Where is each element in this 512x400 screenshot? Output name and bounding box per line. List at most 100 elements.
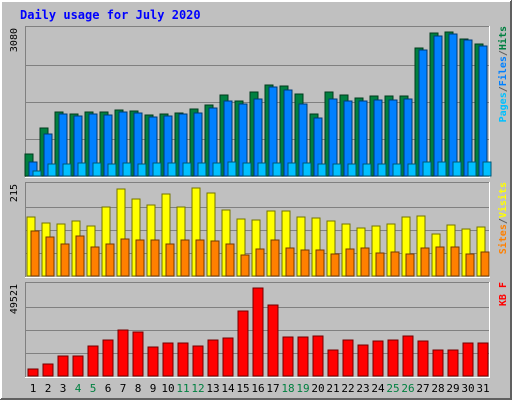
chart-title: Daily usage for July 2020 — [20, 8, 201, 22]
y-max-label: 49521 — [9, 284, 20, 314]
bar-sites-day-29 — [450, 246, 460, 277]
x-tick-label: 28 — [431, 382, 444, 395]
series-legend: Sites/Visits — [497, 182, 509, 254]
x-tick-label: 13 — [206, 382, 219, 395]
bar-kb-f-day-30 — [462, 342, 474, 377]
bar-sites-day-15 — [240, 254, 250, 277]
bar-files-day-27 — [418, 49, 428, 177]
x-tick-label: 19 — [296, 382, 309, 395]
x-tick-label: 10 — [161, 382, 174, 395]
bar-kb-f-day-13 — [207, 339, 219, 377]
series-sites — [30, 230, 490, 277]
bar-sites-day-9 — [150, 239, 160, 277]
x-tick-label: 7 — [120, 382, 127, 395]
bar-kb-f-day-28 — [432, 349, 444, 377]
bar-pages-day-29 — [452, 161, 462, 177]
x-tick-label: 26 — [401, 382, 414, 395]
x-tick-label: 16 — [251, 382, 264, 395]
x-tick-label: 25 — [386, 382, 399, 395]
bar-sites-day-22 — [345, 248, 355, 277]
bar-sites-day-27 — [420, 247, 430, 277]
bar-pages-day-12 — [197, 162, 207, 177]
bar-kb-f-day-17 — [267, 304, 279, 377]
bar-pages-day-9 — [152, 162, 162, 177]
bar-pages-day-26 — [407, 163, 417, 177]
bar-kb-f-day-9 — [147, 346, 159, 377]
bar-pages-day-16 — [257, 162, 267, 177]
bar-sites-day-7 — [120, 238, 130, 277]
bar-pages-day-22 — [347, 163, 357, 177]
bar-pages-day-15 — [242, 162, 252, 177]
series-pages — [32, 161, 492, 177]
x-tick-label: 8 — [135, 382, 142, 395]
bar-pages-day-2 — [47, 163, 57, 177]
x-tick-label: 17 — [266, 382, 279, 395]
bar-sites-day-10 — [165, 243, 175, 277]
bar-sites-day-24 — [375, 252, 385, 277]
x-tick-label: 23 — [356, 382, 369, 395]
bar-pages-day-18 — [287, 162, 297, 177]
bar-sites-day-13 — [210, 240, 220, 277]
bar-kb-f-day-18 — [282, 336, 294, 377]
bar-sites-day-8 — [135, 239, 145, 277]
bar-kb-f-day-16 — [252, 287, 264, 377]
bar-pages-day-25 — [392, 163, 402, 177]
x-tick-label: 22 — [341, 382, 354, 395]
bar-kb-f-day-25 — [387, 339, 399, 377]
x-tick-label: 21 — [326, 382, 339, 395]
bar-sites-day-20 — [315, 249, 325, 277]
bar-sites-day-12 — [195, 239, 205, 277]
legend-label-files: Files — [497, 56, 509, 86]
legend-label-hits: Hits — [497, 26, 509, 50]
bar-pages-day-14 — [227, 161, 237, 177]
series-kb-f — [27, 287, 489, 377]
bar-kb-f-day-21 — [327, 349, 339, 377]
bar-pages-day-27 — [422, 161, 432, 177]
bar-sites-day-31 — [480, 251, 490, 277]
bar-files-day-31 — [478, 45, 488, 177]
bar-sites-day-23 — [360, 247, 370, 277]
bar-pages-day-11 — [182, 162, 192, 177]
bar-sites-day-6 — [105, 243, 115, 277]
bar-pages-day-28 — [437, 161, 447, 177]
x-tick-label: 12 — [191, 382, 204, 395]
legend-label-: / — [498, 50, 509, 56]
x-tick-label: 15 — [236, 382, 249, 395]
bar-pages-day-30 — [467, 161, 477, 177]
bar-sites-day-14 — [225, 243, 235, 277]
x-tick-label: 4 — [75, 382, 82, 395]
legend-label-pages: Pages — [498, 92, 509, 122]
bar-sites-day-17 — [270, 239, 280, 277]
bar-kb-f-day-8 — [132, 331, 144, 377]
panel-kbytes: 49521 KB F — [9, 282, 509, 378]
bar-kb-f-day-31 — [477, 342, 489, 377]
x-tick-label: 27 — [416, 382, 429, 395]
y-max-label: 215 — [9, 184, 20, 202]
x-tick-label: 18 — [281, 382, 294, 395]
bar-pages-day-19 — [302, 162, 312, 177]
x-tick-label: 31 — [476, 382, 489, 395]
x-tick-label: 11 — [176, 382, 189, 395]
bar-kb-f-day-1 — [27, 368, 39, 377]
bar-kb-f-day-23 — [357, 344, 369, 377]
bar-kb-f-day-12 — [192, 345, 204, 377]
bar-sites-day-2 — [45, 236, 55, 277]
bar-sites-day-1 — [30, 230, 40, 277]
x-tick-label: 6 — [105, 382, 112, 395]
x-tick-label: 5 — [90, 382, 97, 395]
panel-visits_sites: 215 Sites/Visits — [9, 182, 509, 278]
legend-label-visits: Visits — [497, 182, 509, 218]
bar-kb-f-day-11 — [177, 342, 189, 377]
bar-kb-f-day-2 — [42, 363, 54, 377]
bar-pages-day-5 — [92, 162, 102, 177]
bar-pages-day-8 — [137, 163, 147, 177]
bar-sites-day-3 — [60, 243, 70, 277]
bar-sites-day-18 — [285, 247, 295, 277]
legend-label-kbf: KB F — [498, 282, 509, 306]
bar-files-day-28 — [433, 35, 443, 177]
x-tick-label: 20 — [311, 382, 324, 395]
legend-label-: / — [498, 86, 509, 92]
bar-files-day-30 — [463, 39, 473, 177]
